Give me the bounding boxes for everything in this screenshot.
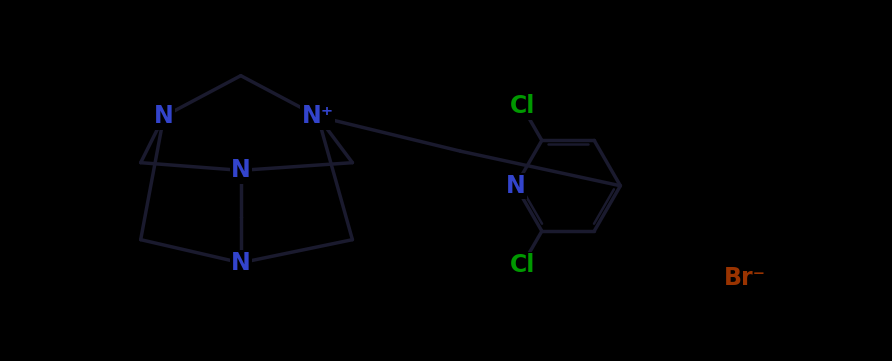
Text: N: N (154, 104, 174, 129)
Text: N: N (231, 251, 251, 275)
Text: Cl: Cl (509, 95, 535, 118)
Text: N: N (506, 174, 525, 198)
Text: N⁺: N⁺ (301, 104, 334, 129)
Text: Cl: Cl (509, 253, 535, 277)
Text: Br⁻: Br⁻ (724, 266, 766, 290)
Text: N: N (231, 158, 251, 182)
